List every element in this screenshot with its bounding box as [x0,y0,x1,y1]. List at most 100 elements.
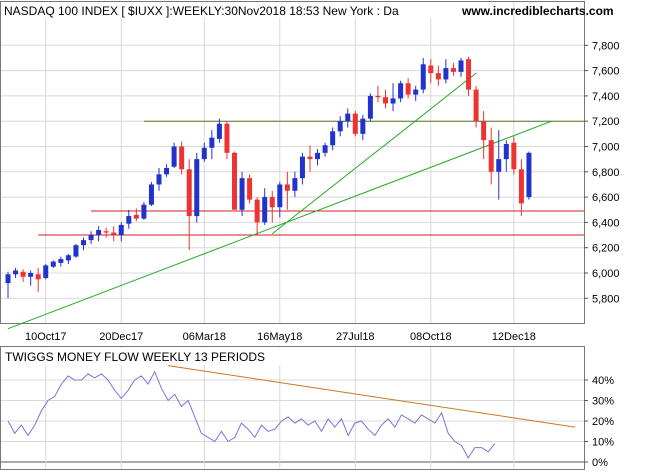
candle-down [103,231,109,233]
candle-down [186,169,192,217]
price-y-tick-label: 6,400 [592,217,620,229]
candle-up [156,174,162,185]
candle-up [526,152,532,198]
candle-down [405,83,411,95]
candle-up [239,178,245,210]
price-y-tick-label: 7,800 [592,40,620,52]
candle-up [96,229,102,236]
chart-title: NASDAQ 100 INDEX [ $IUXX ]:WEEKLY:30Nov2… [4,4,399,18]
money-flow-trend-line [168,365,576,428]
candle-down [307,156,313,160]
candle-up [458,60,464,72]
money-flow-y-tick-label: 20% [592,416,614,428]
candle-up [496,159,502,172]
candle-up [81,240,86,246]
money-flow-line [7,370,496,459]
candle-up [209,137,215,148]
candle-down [450,68,456,72]
price-x-tick-label: 16May18 [257,331,302,343]
candle-up [420,64,426,90]
price-y-tick-label: 7,400 [592,91,620,103]
candle-up [503,143,509,160]
money-flow-y-tick-label: 40% [592,375,614,387]
trend-line [7,120,552,330]
candle-down [375,95,381,98]
candle-up [58,259,64,263]
candle-down [35,274,41,280]
candle-up [28,273,34,277]
price-x-axis: 10Oct17 20Dec17 06Mar18 16May18 27Jul18 08Oct… [25,331,536,343]
candle-up [148,184,154,205]
money-flow-y-tick-label: 0% [592,457,608,469]
candle-up [299,156,305,179]
candle-up [43,265,49,279]
candle-up [315,152,321,160]
candle-up [360,118,366,134]
candle-down [179,146,185,170]
price-x-tick-label: 08Oct18 [410,331,452,343]
candle-up [262,197,268,223]
candle-up [118,224,124,236]
candle-down [511,142,517,170]
price-y-tick-label: 6,200 [592,243,620,255]
money-flow-title: TWIGGS MONEY FLOW WEEKLY 13 PERIODS [5,350,265,364]
money-flow-y-tick-label: 10% [592,437,614,449]
candle-down [111,232,117,236]
candle-up [322,145,328,153]
title-backdrop [1,2,471,18]
candle-up [5,274,11,284]
candle-down [224,123,230,153]
candle-up [330,131,336,146]
price-x-tick-label: 10Oct17 [25,331,67,343]
price-x-tick-label: 27Jul18 [336,331,375,343]
money-flow-y-tick-label: 30% [592,396,614,408]
price-x-tick-label: 06Mar18 [183,331,226,343]
trend-line [271,72,477,235]
candle-down [481,121,487,141]
candle-down [352,113,358,134]
price-y-tick-label: 7,200 [592,116,620,128]
candle-up [50,261,56,267]
candle-up [390,98,396,104]
candle-up [141,204,147,219]
candle-up [164,168,170,175]
candle-down [232,152,237,210]
price-panel [0,1,585,324]
money-flow-y-axis: 0% 10% 20% 30% 40% [584,375,614,469]
candle-up [337,121,343,132]
price-y-tick-label: 7,000 [592,142,620,154]
candle-down [284,184,290,191]
candle-up [65,255,71,261]
candle-up [345,113,351,122]
candle-up [277,184,283,208]
candle-up [126,216,132,224]
price-y-tick-label: 6,600 [592,192,620,204]
candle-up [201,147,207,160]
candle-up [398,83,404,99]
candle-up [367,95,373,119]
candle-down [20,271,26,277]
price-y-tick-label: 5,800 [592,293,620,305]
candle-up [13,270,19,275]
money-flow-lines [7,365,576,459]
candle-down [383,97,388,104]
price-x-tick-label: 12Dec18 [492,331,536,343]
candle-up [194,159,200,217]
candle-down [435,73,441,80]
money-flow-grid [1,347,584,469]
site-watermark: www.incrediblecharts.com [461,4,614,18]
price-x-tick-label: 20Dec17 [99,331,143,343]
candle-down [133,214,139,219]
candle-down [488,140,494,172]
candle-up [73,245,79,257]
candle-up [443,68,449,80]
candle-down [247,178,253,200]
candle-down [466,59,472,90]
price-y-axis: 5,800 6,000 6,200 6,400 6,600 6,800 7,000 7,200… [584,40,620,305]
candle-up [171,146,177,167]
money-flow-panel [0,346,585,470]
candle-up [216,123,222,139]
candle-up [292,178,298,191]
